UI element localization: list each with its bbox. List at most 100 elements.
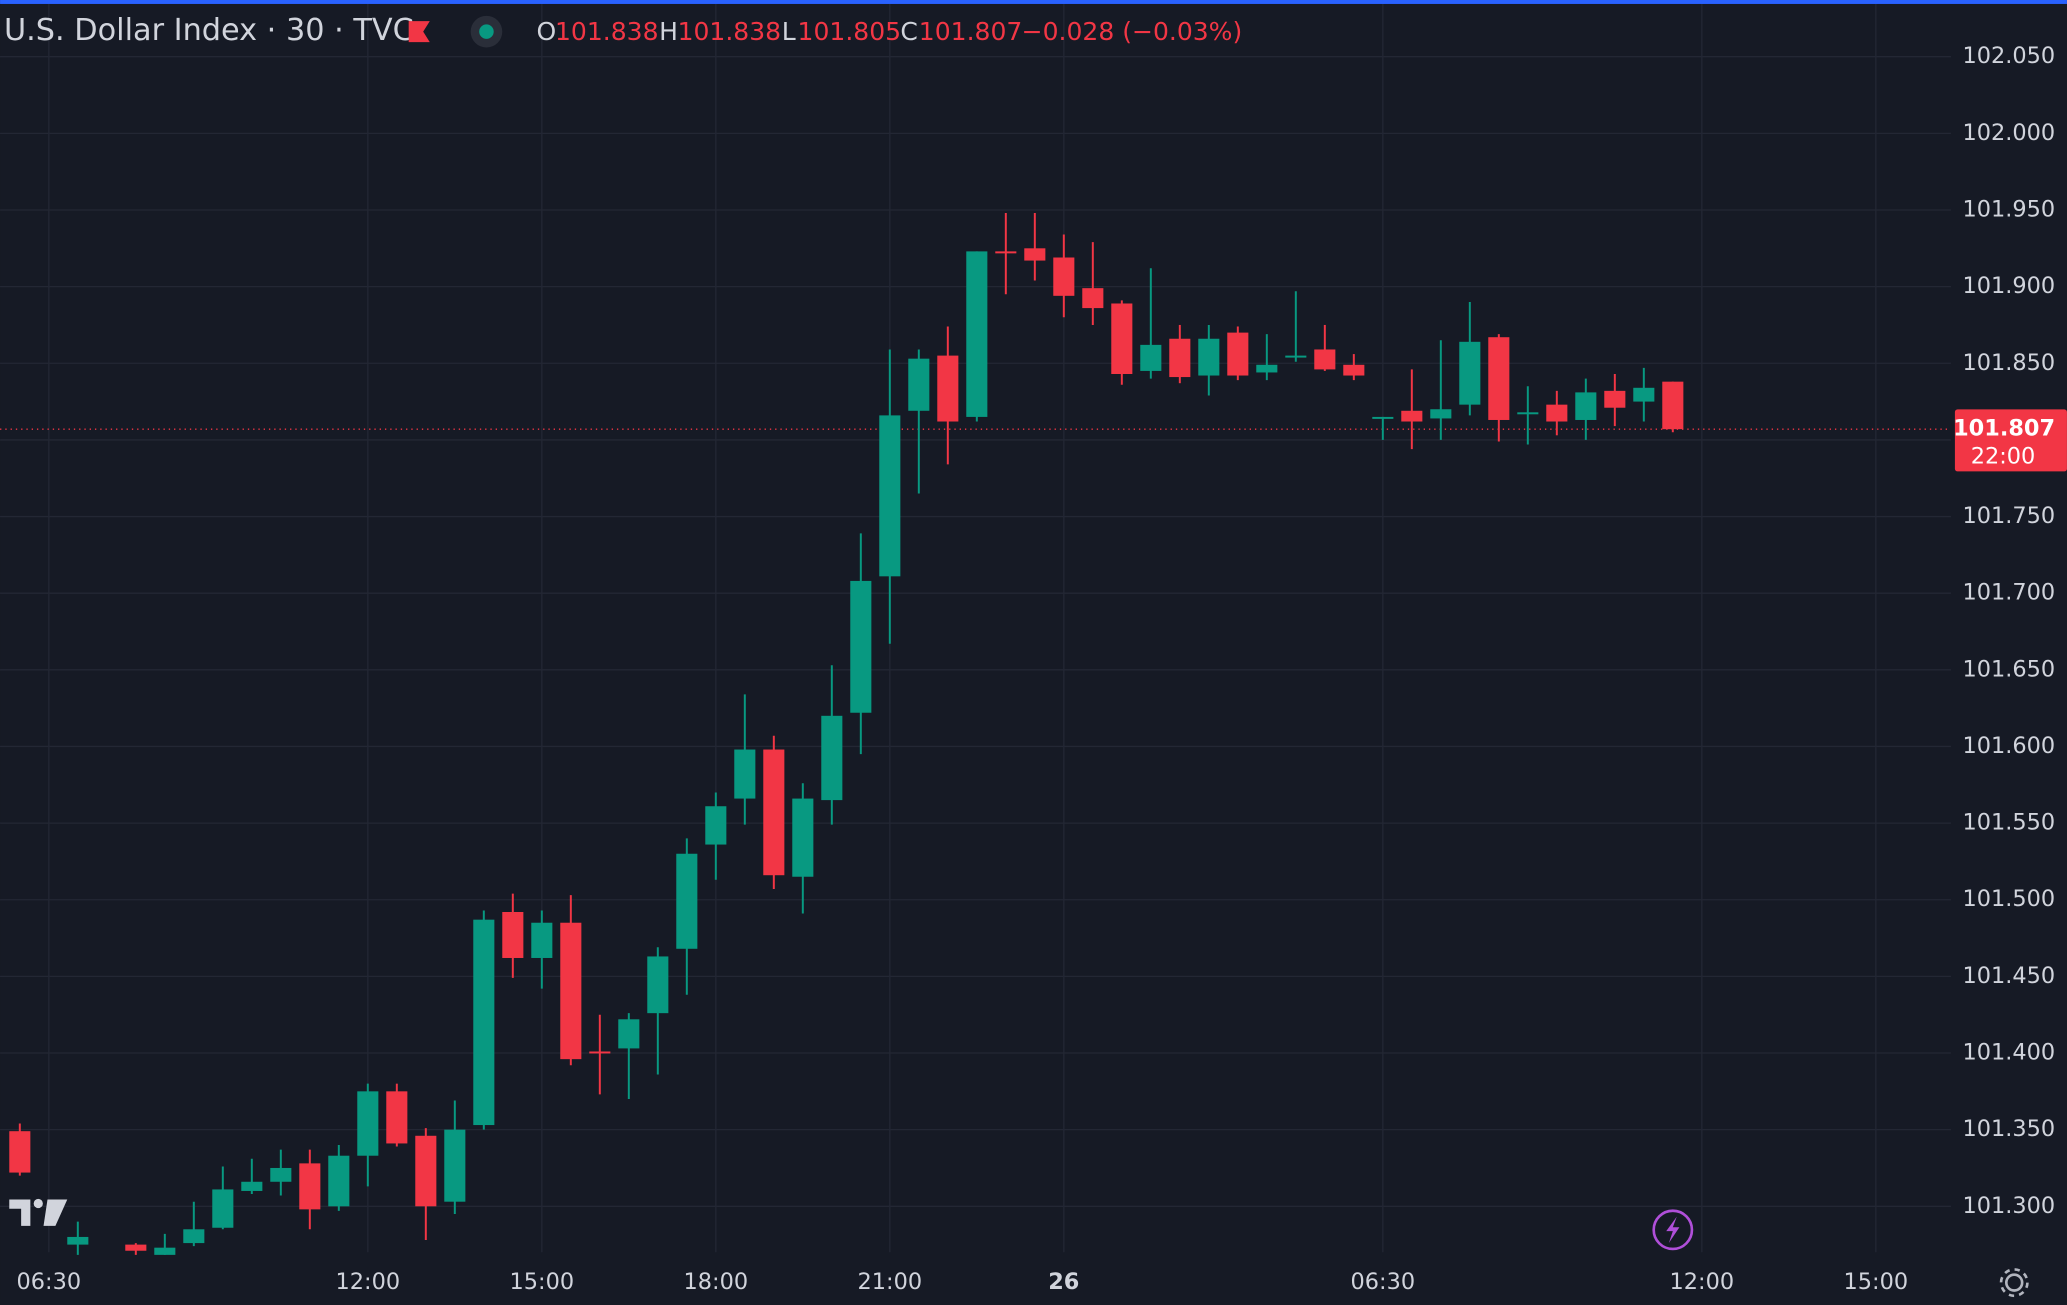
candles xyxy=(9,213,1684,1255)
x-tick-label: 15:00 xyxy=(510,1269,575,1295)
x-tick-label: 15:00 xyxy=(1844,1269,1909,1295)
candle-body xyxy=(1546,404,1568,422)
candle-body xyxy=(792,798,814,877)
ohlc-key: H xyxy=(659,17,678,46)
candle-body xyxy=(444,1129,466,1202)
y-tick-label: 102.050 xyxy=(1962,43,2055,69)
y-tick-label: 101.400 xyxy=(1962,1040,2055,1066)
ohlc-key: L xyxy=(782,17,796,46)
candle-body xyxy=(1198,338,1220,376)
y-tick-label: 101.950 xyxy=(1962,196,2055,222)
candle-body xyxy=(531,922,553,958)
candle-body xyxy=(1082,288,1104,309)
candle-body xyxy=(1314,349,1336,370)
candle-body xyxy=(676,853,698,949)
candle-body xyxy=(1256,364,1278,373)
candle-body xyxy=(357,1091,379,1156)
candle-body xyxy=(1575,392,1597,420)
candle-body xyxy=(1140,344,1162,371)
candle-body xyxy=(647,956,669,1014)
ohlc-value: 101.838 xyxy=(555,17,659,46)
candle-body xyxy=(589,1051,611,1054)
axes: 101.300 101.350 101.400 101.450 101.500 101.5… xyxy=(17,43,2067,1295)
ohlc-key: C xyxy=(900,17,917,46)
lightning-button[interactable] xyxy=(1652,1209,1694,1251)
candle-body xyxy=(995,251,1017,254)
symbol-title: U.S. Dollar Index · 30 · TVC xyxy=(4,13,414,48)
candle-body xyxy=(966,251,988,417)
top-bar xyxy=(0,0,2067,4)
candle-body xyxy=(1024,248,1046,261)
y-tick-label: 101.750 xyxy=(1962,503,2055,529)
x-tick-label: 26 xyxy=(1048,1269,1079,1295)
candle-body xyxy=(1372,416,1394,419)
candle-body xyxy=(1285,355,1307,358)
y-tick-label: 101.650 xyxy=(1962,656,2055,682)
candle-body xyxy=(1459,341,1481,405)
candle-body xyxy=(1111,303,1133,374)
candle-body xyxy=(1662,381,1684,430)
candle-body xyxy=(618,1019,640,1049)
candle-body xyxy=(937,355,959,422)
y-tick-label: 101.300 xyxy=(1962,1193,2055,1219)
y-tick-label: 101.500 xyxy=(1962,886,2055,912)
candle-body xyxy=(299,1163,321,1210)
y-tick-label: 101.350 xyxy=(1962,1116,2055,1142)
candle-body xyxy=(415,1135,437,1207)
candle-body xyxy=(908,358,930,411)
candle-body xyxy=(125,1244,147,1251)
x-tick-label: 18:00 xyxy=(684,1269,749,1295)
candle-body xyxy=(1517,412,1539,415)
candle-body xyxy=(183,1229,205,1244)
candle-body xyxy=(502,911,524,958)
candle-body xyxy=(328,1155,350,1207)
countdown-label: 22:00 xyxy=(1971,443,2036,469)
candle-body xyxy=(1227,332,1249,376)
candle-body xyxy=(734,749,756,799)
last-price-tag xyxy=(1954,409,2067,472)
candle-body xyxy=(850,580,872,713)
candle-body xyxy=(67,1236,89,1245)
y-tick-label: 102.000 xyxy=(1962,120,2055,146)
x-tick-label: 06:30 xyxy=(17,1269,82,1295)
candle-body xyxy=(386,1091,408,1144)
y-tick-label: 101.900 xyxy=(1962,273,2055,299)
candle-body xyxy=(1401,410,1423,422)
candle-body xyxy=(1169,338,1191,378)
y-tick-label: 101.700 xyxy=(1962,580,2055,606)
tv-logo xyxy=(9,1198,68,1226)
last-price-label: 101.807 xyxy=(1953,416,2055,442)
candle-body xyxy=(270,1167,292,1182)
ohlc-value: 101.805 xyxy=(798,17,902,46)
y-tick-label: 101.450 xyxy=(1962,963,2055,989)
x-tick-label: 12:00 xyxy=(336,1269,401,1295)
ohlc-value: 101.807 xyxy=(919,17,1023,46)
candle-body xyxy=(1604,390,1626,408)
settings-gear[interactable] xyxy=(1999,1268,2029,1298)
candle-body xyxy=(879,415,901,577)
x-tick-label: 06:30 xyxy=(1351,1269,1416,1295)
candle-body xyxy=(9,1131,31,1173)
y-tick-label: 101.600 xyxy=(1962,733,2055,759)
candle-body xyxy=(1053,257,1075,296)
y-tick-label: 101.550 xyxy=(1962,810,2055,836)
candle-body xyxy=(1633,387,1655,402)
candle-body xyxy=(212,1189,234,1228)
flag-icon[interactable] xyxy=(408,21,430,43)
candle-body xyxy=(1488,337,1510,420)
x-tick-label: 12:00 xyxy=(1670,1269,1735,1295)
status-dot xyxy=(479,24,494,39)
candle-body xyxy=(473,919,495,1126)
candle-body xyxy=(821,715,843,801)
candle-body xyxy=(241,1181,263,1191)
candle-body xyxy=(1343,364,1365,376)
candle-body xyxy=(1430,409,1452,419)
change-label: −0.028 (−0.03%) xyxy=(1022,17,1243,46)
candle-body xyxy=(154,1247,176,1255)
ohlc-key: O xyxy=(537,17,557,46)
ohlc-value: 101.838 xyxy=(678,17,782,46)
